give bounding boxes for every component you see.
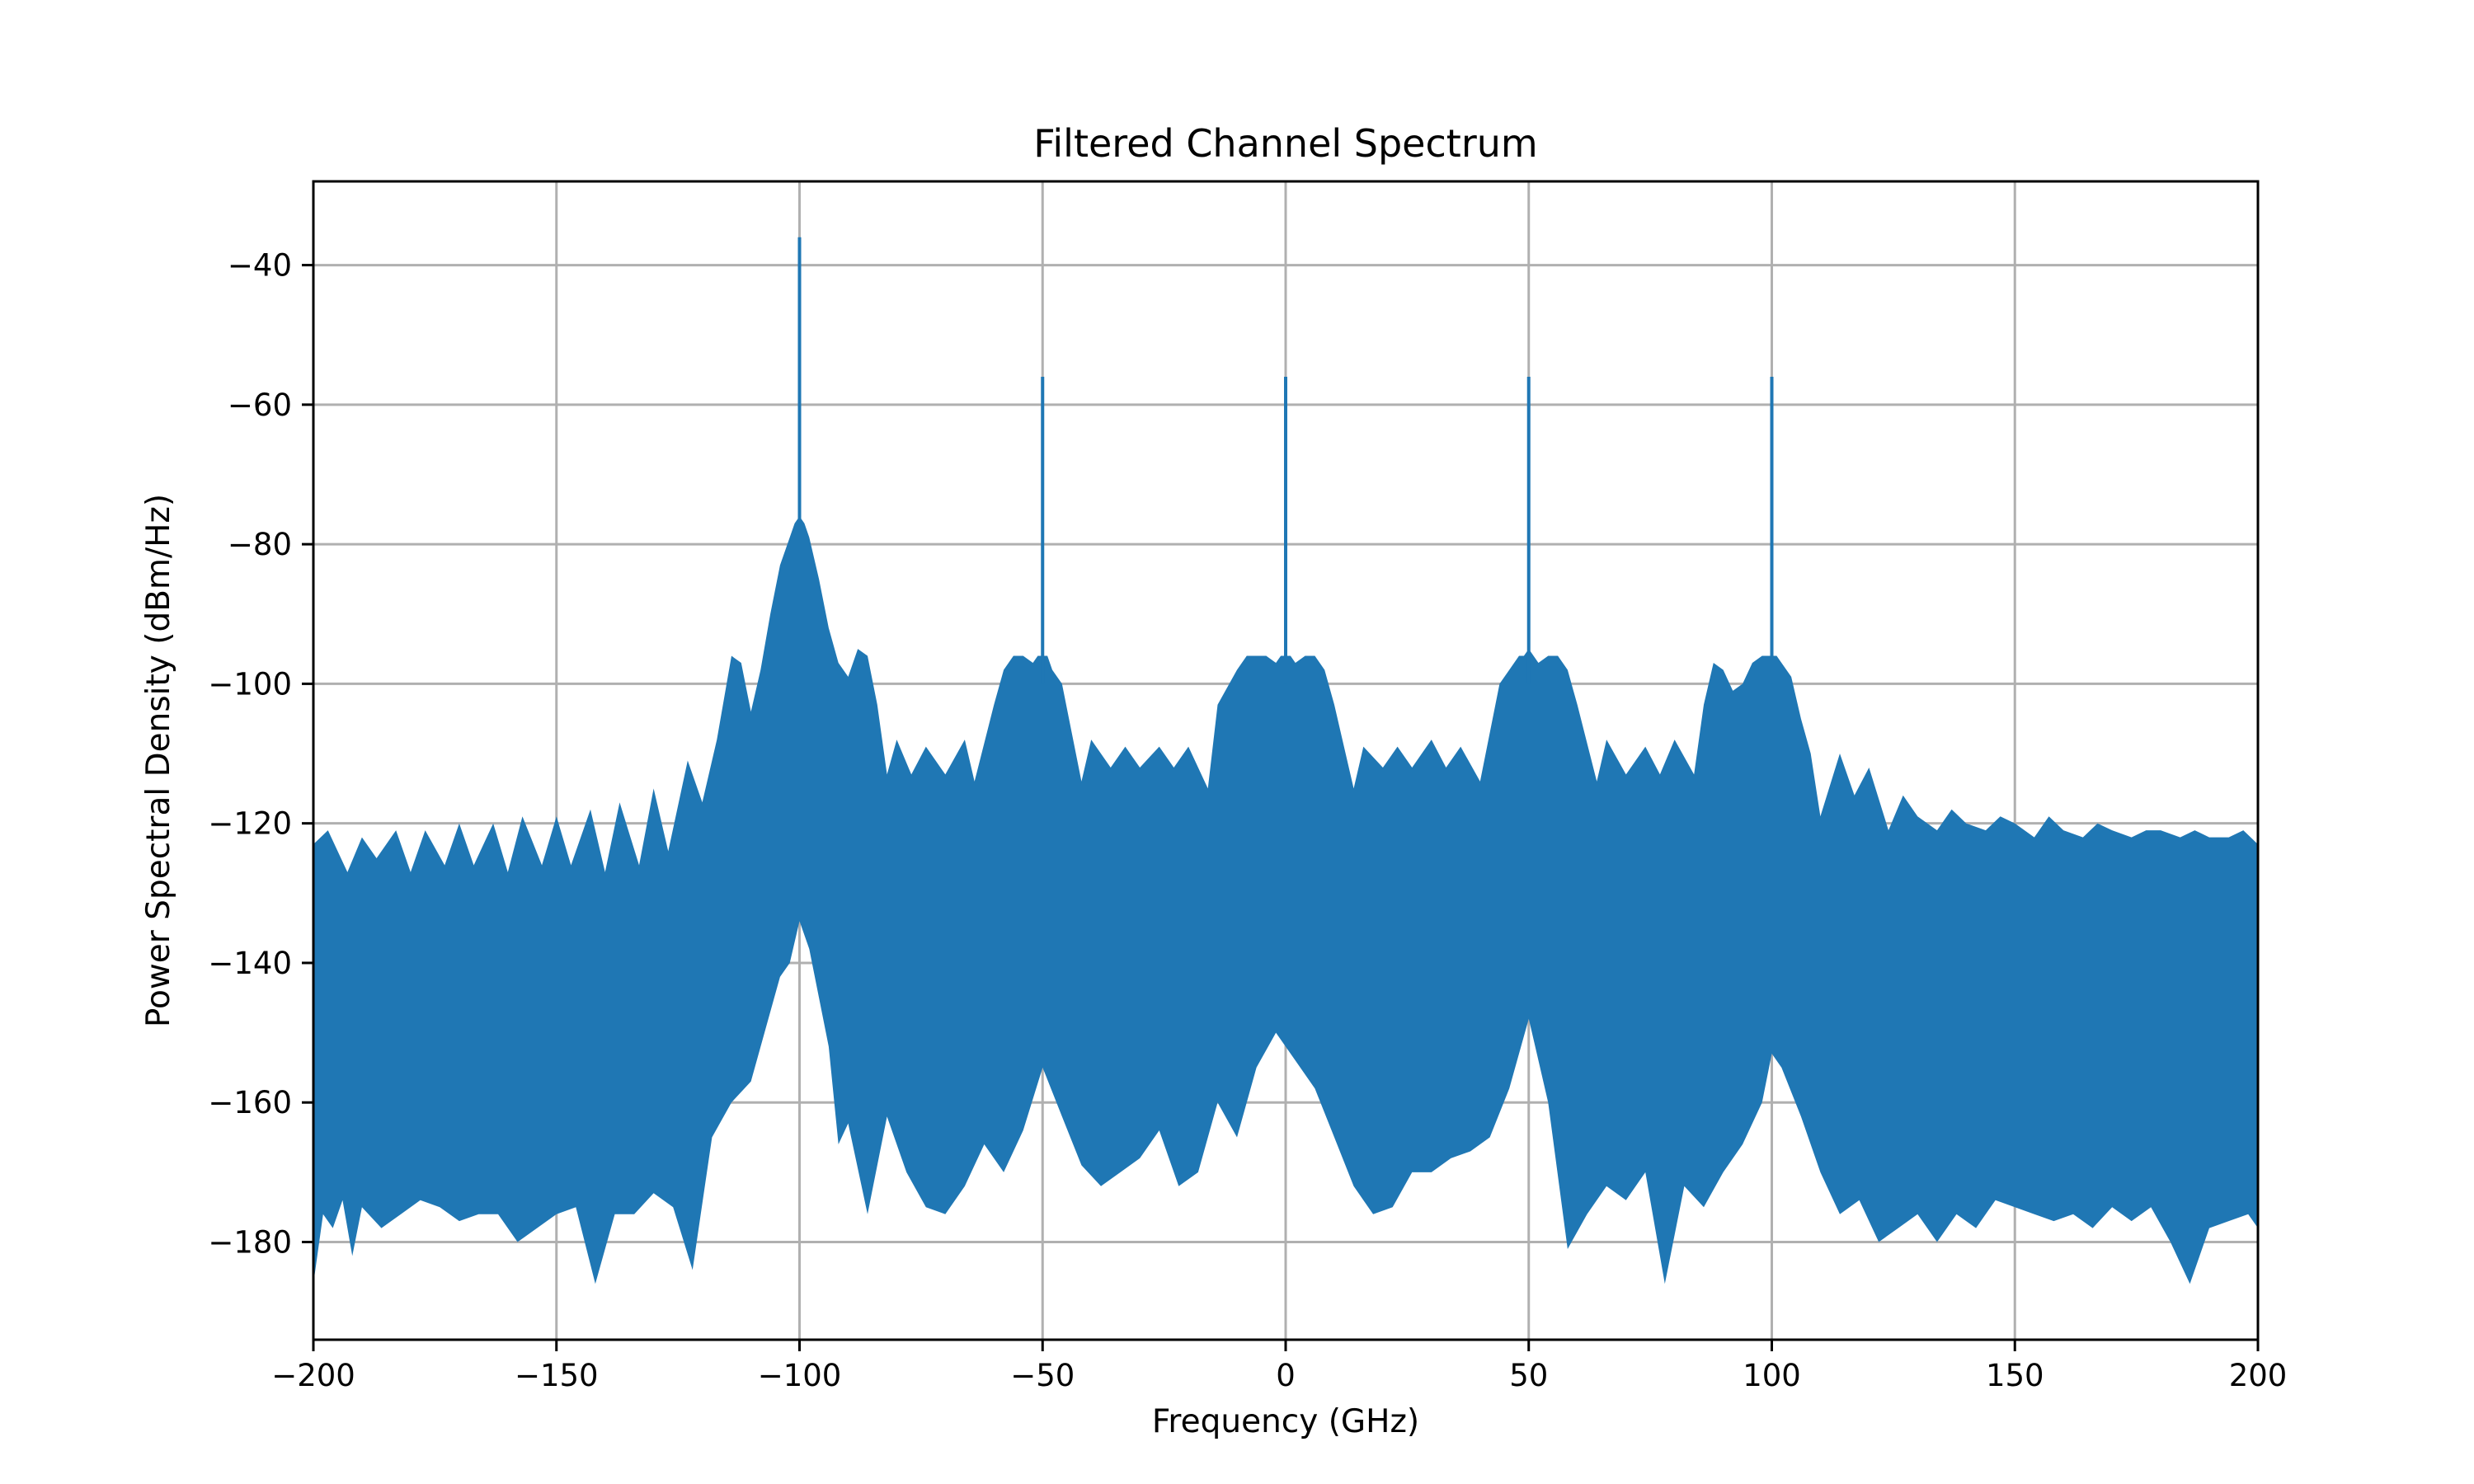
chart-title: Filtered Channel Spectrum — [1033, 121, 1537, 166]
x-tick-label: 200 — [2229, 1358, 2288, 1393]
y-tick-label: −60 — [228, 387, 292, 423]
y-tick-label: −160 — [208, 1085, 292, 1120]
y-tick-label: −80 — [228, 527, 292, 562]
y-tick-label: −40 — [228, 248, 292, 284]
y-tick-label: −100 — [208, 666, 292, 702]
x-axis-title: Frequency (GHz) — [1152, 1403, 1419, 1440]
x-tick-label: −100 — [758, 1358, 842, 1393]
x-tick-label: −200 — [271, 1358, 355, 1393]
y-tick-label: −140 — [208, 946, 292, 981]
spectrum-plot — [313, 237, 2258, 1284]
y-tick-label: −120 — [208, 806, 292, 842]
y-axis: −180 −160 −140 −120 −100 −80 −60 −40 — [208, 248, 313, 1261]
y-axis-title: Power Spectral Density (dBm/Hz) — [140, 494, 177, 1027]
x-tick-label: 150 — [1986, 1358, 2044, 1393]
x-tick-label: −150 — [515, 1358, 599, 1393]
spectrum-band — [313, 516, 2258, 1284]
x-axis: −200 −150 −100 −50 0 50 100 150 200 — [271, 1340, 2287, 1393]
x-tick-label: 0 — [1276, 1358, 1296, 1393]
x-tick-label: −50 — [1010, 1358, 1075, 1393]
y-tick-label: −180 — [208, 1225, 292, 1261]
x-tick-label: 50 — [1509, 1358, 1548, 1393]
x-tick-label: 100 — [1743, 1358, 1801, 1393]
